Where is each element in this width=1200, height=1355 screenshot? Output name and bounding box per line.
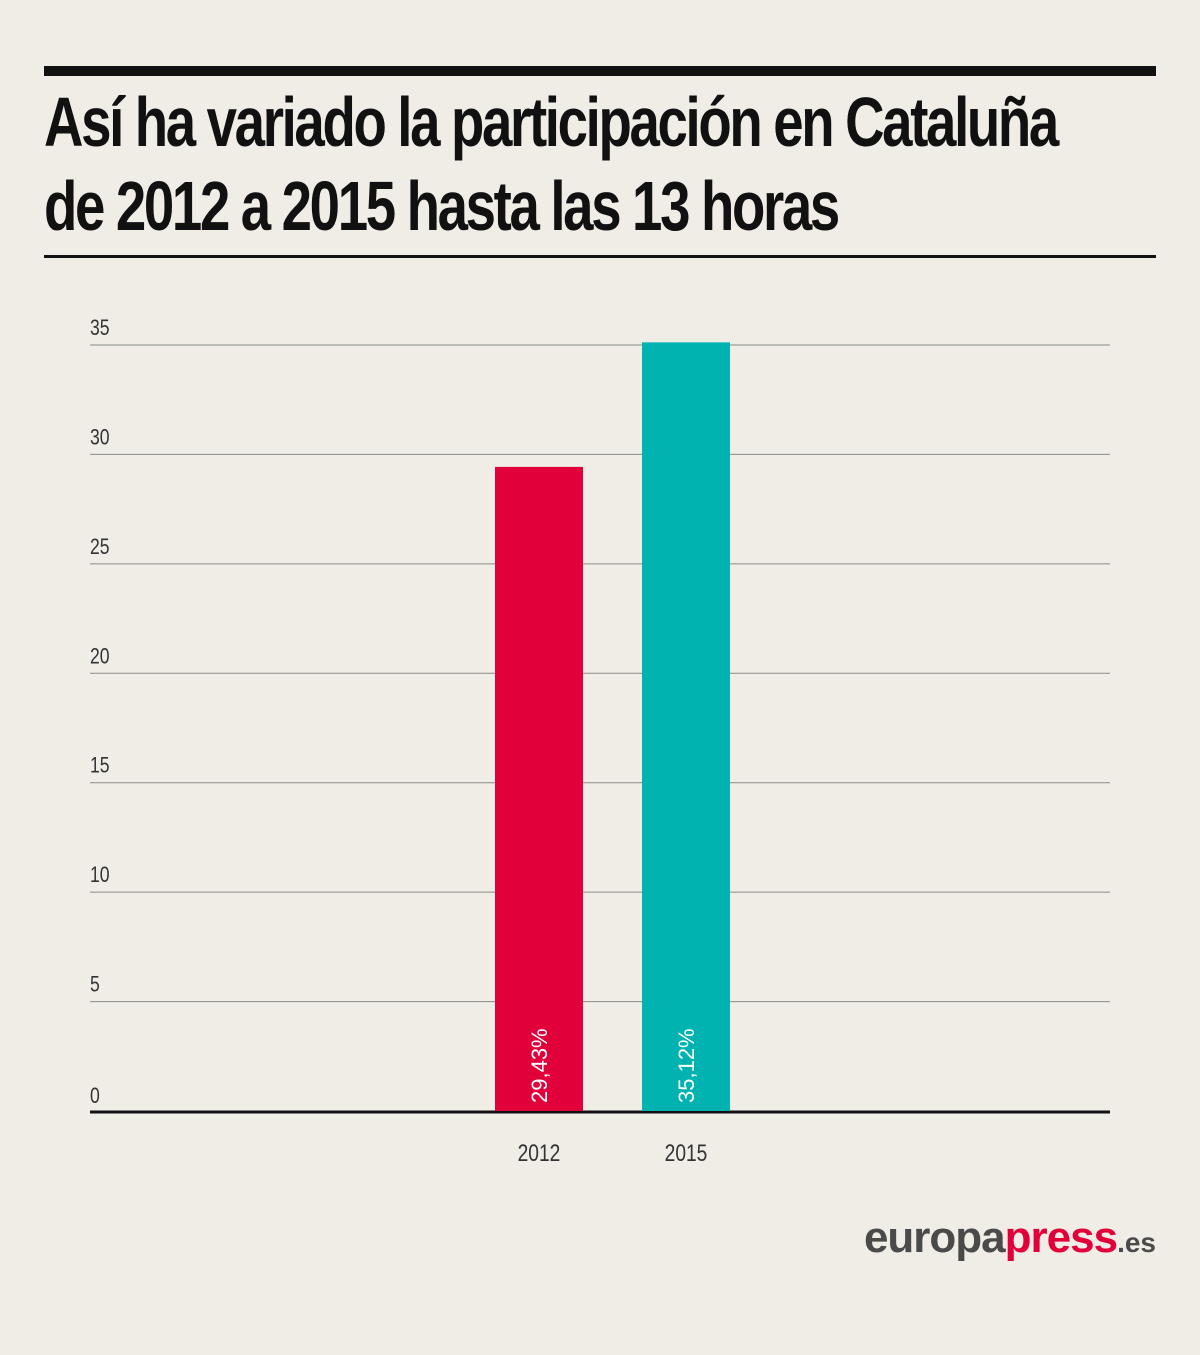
y-tick-label: 10 bbox=[90, 863, 110, 887]
x-axis-ticks: 2012 2015 bbox=[518, 1139, 708, 1167]
y-tick-label: 15 bbox=[90, 754, 110, 778]
logo-press: press bbox=[1004, 1213, 1118, 1262]
logo-europa: europa bbox=[863, 1213, 1006, 1262]
logo-tld: .es bbox=[1117, 1227, 1156, 1258]
data-labels: 29,43% 35,12% bbox=[527, 1028, 699, 1103]
x-tick-label-2015: 2015 bbox=[665, 1139, 708, 1167]
bar-chart: 0 5 10 15 20 25 30 35 2012 2015 29,43% 35,12% bbox=[90, 316, 1110, 1167]
gridlines bbox=[90, 344, 1110, 1114]
y-tick-label: 30 bbox=[90, 426, 110, 450]
title-bottom-rule bbox=[44, 255, 1156, 258]
bars bbox=[495, 342, 730, 1111]
y-tick-label: 25 bbox=[90, 535, 110, 559]
data-label-2015: 35,12% bbox=[674, 1028, 699, 1103]
data-label-2012: 29,43% bbox=[527, 1028, 552, 1103]
europapress-logo: europapress.es bbox=[810, 1210, 1156, 1271]
y-tick-label: 5 bbox=[90, 973, 100, 997]
title-top-rule bbox=[44, 66, 1156, 76]
bar-2015 bbox=[642, 342, 730, 1111]
chart-title: Así ha variado la participación en Catal… bbox=[44, 80, 1059, 248]
y-axis-ticks: 0 5 10 15 20 25 30 35 bbox=[90, 316, 110, 1108]
y-tick-label: 0 bbox=[90, 1084, 100, 1108]
chart-title-line-2: de 2012 a 2015 hasta las 13 horas bbox=[44, 167, 840, 245]
x-tick-label-2012: 2012 bbox=[518, 1139, 561, 1167]
y-tick-label: 20 bbox=[90, 645, 110, 669]
y-tick-label: 35 bbox=[90, 316, 110, 340]
bar-2012 bbox=[495, 466, 583, 1111]
chart-title-line-1: Así ha variado la participación en Catal… bbox=[44, 83, 1059, 161]
